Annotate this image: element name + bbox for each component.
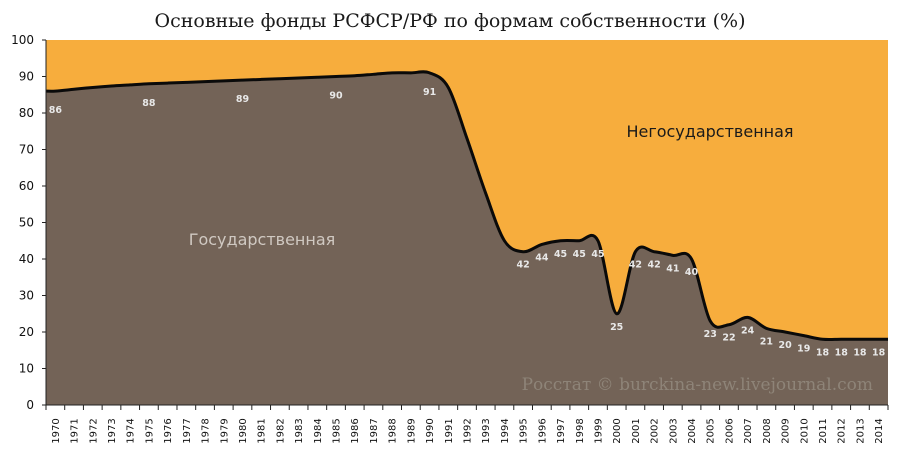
x-tick-label: 1995 [519, 418, 530, 443]
data-labels: 86 88 89 90 91 42 44 45 45 45 25 42 42 41 40 23 22 24 21 20… [49, 87, 886, 358]
x-tick-label: 2009 [781, 418, 792, 443]
x-tick-label: 1981 [257, 418, 268, 443]
y-tick-label: 80 [19, 106, 34, 120]
x-tick-label: 1979 [219, 418, 230, 443]
x-tick-label: 2013 [855, 418, 866, 443]
x-tick-label: 1978 [201, 418, 212, 443]
data-label: 86 [49, 105, 63, 116]
x-tick-label: 2006 [724, 418, 735, 443]
state-line [45, 70, 888, 342]
y-tick-label: 70 [19, 143, 34, 157]
x-tick-label: 1975 [144, 418, 155, 443]
data-label: 20 [778, 340, 792, 351]
x-axis: 1970 1971 1972 1973 1974 1975 1976 1977 1978 1979… [45, 404, 889, 444]
x-tick-label: 2014 [874, 418, 885, 443]
data-label: 42 [517, 260, 530, 271]
data-label: 45 [591, 249, 604, 260]
watermark-text: Росстат © burckina-new.livejournal.com [522, 375, 873, 395]
data-label: 18 [816, 347, 830, 358]
x-tick-label: 1985 [332, 418, 343, 443]
x-tick-label: 1993 [481, 418, 492, 443]
series-label-state: Государственная [189, 230, 336, 249]
x-tick-label: 2012 [837, 418, 848, 443]
x-tick-label: 1970 [51, 418, 62, 443]
data-label: 21 [760, 336, 773, 347]
x-tick-label: 1997 [556, 418, 567, 443]
x-tick-label: 1996 [537, 418, 548, 443]
x-tick-label: 1977 [182, 418, 193, 443]
y-tick-label: 50 [19, 216, 34, 230]
x-tick-label: 1989 [406, 418, 417, 443]
data-label: 42 [647, 260, 660, 271]
x-tick-label: 2008 [762, 418, 773, 443]
x-tick-label: 1973 [107, 418, 118, 443]
plot-area [45, 40, 888, 406]
series-label-nonstate: Негосударственная [626, 122, 793, 141]
y-tick-label: 10 [19, 362, 34, 376]
data-label: 90 [329, 91, 343, 102]
x-tick-label: 1999 [593, 418, 604, 443]
x-tick-label: 2007 [743, 418, 754, 443]
data-label: 41 [666, 263, 679, 274]
x-tick-label: 2011 [818, 418, 829, 443]
x-tick-label: 2005 [706, 418, 717, 443]
data-label: 44 [535, 252, 549, 263]
data-label: 91 [423, 87, 436, 98]
data-label: 89 [236, 94, 249, 105]
data-label: 18 [872, 347, 886, 358]
x-tick-label: 1972 [88, 418, 99, 443]
y-tick-label: 30 [19, 289, 34, 303]
data-label: 22 [722, 333, 735, 344]
x-tick-label: 2004 [687, 418, 698, 443]
data-label: 45 [554, 249, 567, 260]
x-tick-label: 1971 [70, 418, 81, 443]
x-tick-label: 1998 [575, 418, 586, 443]
x-tick-label: 1984 [313, 418, 324, 443]
data-label: 18 [853, 347, 867, 358]
x-tick-label: 1983 [294, 418, 305, 443]
y-tick-label: 40 [19, 252, 34, 266]
data-label: 88 [142, 98, 156, 109]
data-label: 24 [741, 325, 755, 336]
state-area [46, 71, 888, 406]
y-tick-label: 90 [19, 70, 34, 84]
x-tick-label: 1990 [425, 418, 436, 443]
x-tick-label: 1991 [444, 418, 455, 443]
x-tick-label: 1974 [126, 418, 137, 443]
x-tick-label: 2003 [668, 418, 679, 443]
x-tick-label: 1986 [350, 418, 361, 443]
x-tick-label: 1992 [463, 418, 474, 443]
x-tick-label: 1980 [238, 418, 249, 443]
chart-title: Основные фонды РСФСР/РФ по формам собств… [155, 10, 746, 32]
y-tick-label: 100 [11, 33, 34, 47]
x-tick-label: 1988 [388, 418, 399, 443]
data-label: 18 [835, 347, 849, 358]
data-label: 19 [797, 344, 810, 355]
y-axis: 0 10 20 30 40 50 60 70 80 90 100 [11, 33, 47, 412]
x-tick-label: 1994 [500, 418, 511, 443]
data-label: 23 [704, 329, 717, 340]
y-tick-label: 20 [19, 325, 34, 339]
data-label: 40 [685, 267, 699, 278]
x-tick-label: 1976 [163, 418, 174, 443]
data-label: 42 [629, 260, 642, 271]
x-tick-label: 1982 [275, 418, 286, 443]
y-tick-label: 0 [26, 398, 34, 412]
y-tick-label: 60 [19, 179, 34, 193]
x-tick-label: 1987 [369, 418, 380, 443]
x-tick-label: 2000 [612, 418, 623, 443]
data-label: 25 [610, 322, 623, 333]
x-tick-label: 2001 [631, 418, 642, 443]
x-tick-label: 2002 [650, 418, 661, 443]
x-tick-label: 2010 [799, 418, 810, 443]
data-label: 45 [573, 249, 586, 260]
